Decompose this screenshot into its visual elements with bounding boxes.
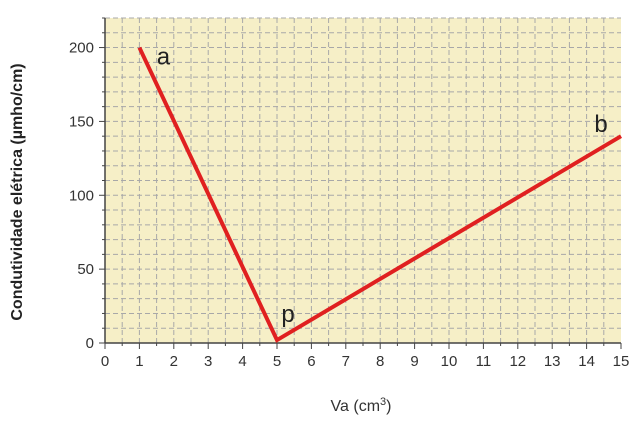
y-tick-label: 100 (69, 187, 94, 204)
x-tick-label: 15 (613, 353, 630, 370)
x-tick-label: 1 (135, 353, 143, 370)
series-line (137, 46, 623, 343)
y-axis-ticks: 0 50 100 150 200 (69, 17, 105, 352)
x-axis-title-main: Va (cm (331, 398, 380, 415)
y-tick-label: 200 (69, 40, 94, 57)
y-tick-label: 50 (77, 261, 94, 278)
x-axis-ticks: 0 1 2 3 4 5 6 7 8 9 10 11 12 13 14 15 (101, 343, 630, 370)
point-label-a: a (157, 44, 171, 71)
x-tick-label: 0 (101, 353, 109, 370)
x-tick-label: 7 (342, 353, 350, 370)
annotations: a p b (157, 44, 608, 328)
point-label-b: b (594, 111, 607, 138)
x-tick-label: 5 (273, 353, 281, 370)
x-tick-label: 10 (441, 353, 458, 370)
x-axis-title-sup: 3 (380, 396, 386, 408)
series (137, 46, 623, 343)
x-tick-label: 14 (578, 353, 595, 370)
x-tick-label: 13 (544, 353, 561, 370)
x-axis-title-end: ) (386, 398, 391, 415)
x-tick-label: 9 (410, 353, 418, 370)
point-label-p: p (281, 301, 294, 328)
grid (105, 17, 621, 343)
x-tick-label: 12 (509, 353, 526, 370)
x-tick-label: 11 (476, 353, 492, 370)
x-axis-title: Va (cm3) (331, 396, 392, 415)
y-axis-title: Condutividade elétrica (µmho/cm) (9, 63, 26, 320)
x-tick-label: 3 (204, 353, 212, 370)
y-tick-label: 150 (69, 113, 94, 130)
y-tick-label: 0 (86, 335, 94, 352)
x-tick-label: 2 (170, 353, 178, 370)
x-tick-label: 6 (307, 353, 315, 370)
x-tick-label: 8 (376, 353, 384, 370)
x-tick-label: 4 (238, 353, 246, 370)
